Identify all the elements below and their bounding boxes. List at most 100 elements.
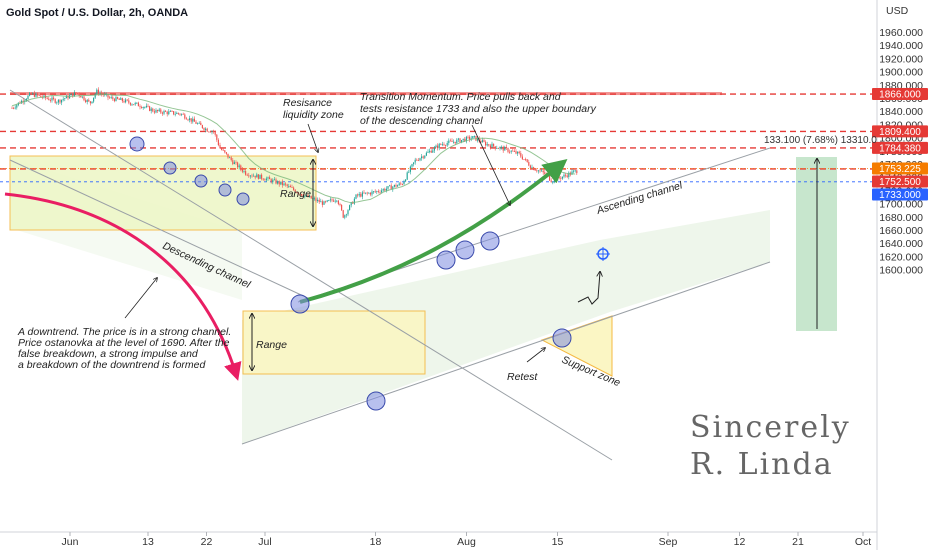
candle-body-54	[97, 89, 99, 95]
y-tick-label-17: 1940.000	[879, 40, 923, 52]
candle-body-106	[181, 113, 183, 115]
candle-body-101	[173, 111, 175, 115]
candle-body-26	[53, 97, 55, 100]
candle-body-202	[334, 200, 336, 202]
candle-body-162	[270, 179, 272, 183]
candle-body-38	[72, 93, 74, 97]
candle-body-243	[400, 183, 402, 185]
candle-body-107	[182, 113, 184, 115]
touch-point-8	[436, 250, 456, 270]
candle-body-68	[120, 98, 122, 100]
candle-body-85	[147, 105, 149, 107]
candle-body-94	[161, 112, 163, 114]
candle-body-118	[200, 122, 202, 126]
candle-body-281	[461, 139, 463, 143]
candle-body-309	[505, 146, 507, 148]
candle-body-254	[417, 160, 419, 162]
candle-body-308	[504, 146, 506, 151]
range-top-label: Range	[280, 188, 311, 200]
candle-body-95	[163, 110, 165, 114]
candle-body-312	[510, 150, 512, 152]
candle-body-344	[561, 176, 563, 179]
candle-body-45	[83, 96, 85, 101]
candle-body-328	[536, 170, 538, 172]
candle-body-321	[525, 159, 527, 161]
x-tick-label-8: 12	[734, 536, 746, 548]
candle-body-298	[488, 144, 490, 146]
price-tags: 1866.000 1809.400 1784.380 1753.225 1752.500…	[872, 88, 928, 201]
candle-body-195	[323, 201, 325, 205]
impulse-arrow	[299, 158, 568, 304]
candle-body-53	[96, 89, 98, 95]
x-tick-label-7: Sep	[659, 536, 678, 548]
candle-body-31	[61, 99, 63, 103]
candle-body-283	[464, 138, 466, 142]
x-tick-label-1: 13	[142, 536, 154, 548]
candle-body-119	[201, 125, 203, 129]
candle-body-236	[389, 185, 391, 187]
candle-body-172	[286, 184, 288, 187]
candle-body-71	[125, 99, 127, 103]
candle-body-267	[438, 143, 440, 149]
candle-body-154	[257, 174, 259, 179]
price-tag-2	[872, 141, 928, 154]
range-zone-top	[9, 155, 317, 231]
candle-body-133	[224, 150, 226, 153]
candle-body-77	[134, 102, 136, 105]
candle-body-296	[485, 141, 487, 146]
candle-body-339	[553, 178, 555, 182]
candle-body-336	[549, 175, 551, 181]
x-tick-label-10: Oct	[855, 536, 871, 548]
candle-body-198	[328, 200, 330, 202]
candle-body-319	[521, 156, 523, 160]
candle-body-192	[318, 199, 320, 203]
price-tag-3	[872, 162, 928, 175]
candle-body-331	[541, 170, 543, 172]
touch-point-9	[455, 240, 475, 260]
candle-body-191	[317, 199, 319, 202]
candle-body-353	[576, 170, 578, 174]
candle-body-137	[230, 157, 232, 161]
candle-body-311	[509, 151, 511, 153]
resistance-annotation: Resisance liquidity zone	[283, 97, 344, 121]
candle-body-111	[189, 118, 191, 121]
candle-body-82	[142, 107, 144, 108]
candle-body-342	[558, 176, 560, 178]
candle-body-217	[358, 193, 360, 196]
candle-body-233	[384, 188, 386, 191]
candle-body-343	[560, 177, 562, 179]
candle-body-341	[557, 176, 559, 181]
candle-body-161	[269, 177, 271, 180]
candle-body-333	[544, 172, 546, 174]
candle-body-110	[187, 119, 189, 121]
candle-body-24	[49, 100, 51, 101]
candle-body-166	[277, 181, 279, 184]
price-tag-label-0: 1866.000	[879, 90, 921, 101]
candle-body-330	[539, 170, 541, 172]
candle-body-92	[158, 109, 160, 112]
candle-body-139	[233, 162, 235, 165]
candle-body-132	[222, 149, 224, 151]
candle-body-259	[425, 152, 427, 156]
candle-body-99	[169, 111, 171, 112]
candle-body-230	[379, 191, 381, 193]
price-tag-label-5: 1733.000	[879, 190, 921, 201]
candle-body-115	[195, 121, 197, 124]
candle-body-206	[341, 204, 343, 211]
candle-body-253	[416, 159, 418, 161]
y-tick-label-16: 1920.000	[879, 53, 923, 65]
candle-body-225	[371, 191, 373, 195]
y-tick-label-4: 1680.000	[879, 212, 923, 224]
candle-body-91	[157, 109, 159, 112]
candle-body-128	[216, 134, 218, 140]
candle-body-194	[321, 201, 323, 205]
candle-body-15	[35, 93, 37, 97]
candle-body-246	[405, 179, 407, 182]
candle-body-130	[219, 145, 221, 149]
candle-body-255	[419, 158, 421, 161]
x-tick-label-5: Aug	[457, 536, 476, 548]
candle-body-23	[48, 98, 50, 101]
candle-body-167	[278, 181, 280, 185]
candle-body-274	[449, 140, 451, 142]
candle-body-275	[451, 140, 453, 142]
